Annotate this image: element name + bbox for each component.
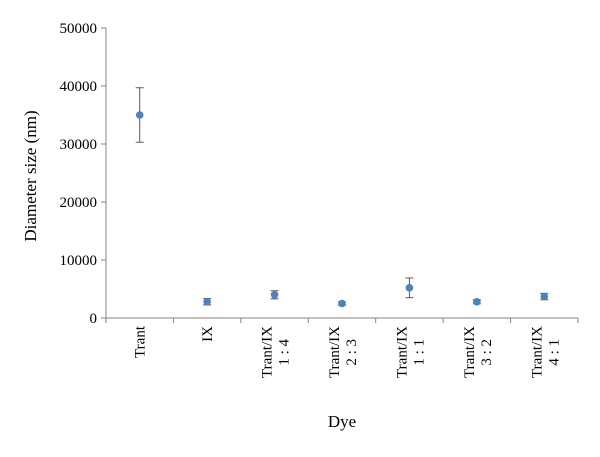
x-tick-label: Trant/IX <box>394 326 410 378</box>
data-point <box>270 291 279 299</box>
y-tick-label: 30000 <box>60 137 98 153</box>
error-bar-layer <box>135 87 549 306</box>
x-tick-label-ratio: 1 : 4 <box>277 339 293 366</box>
data-point <box>203 297 211 306</box>
x-tick-label-ratio: 2 : 3 <box>344 339 360 366</box>
data-point <box>473 297 481 306</box>
y-tick-layer: 0 10000 20000 30000 40000 50000 <box>60 21 106 327</box>
x-tick-label: Trant/IX <box>327 326 343 378</box>
x-tick-label-ratio: 1 : 1 <box>411 339 427 366</box>
y-tick-label: 0 <box>90 311 98 327</box>
data-point <box>338 299 346 308</box>
data-point <box>135 111 144 119</box>
y-tick-label: 50000 <box>60 21 98 37</box>
x-tick-label: IX <box>200 326 216 342</box>
x-axis-label: Dye <box>328 412 356 431</box>
x-tick-label: Trant/IX <box>462 326 478 378</box>
x-tick-label-ratio: 3 : 2 <box>479 339 495 366</box>
x-tick-label: Trant <box>133 325 149 358</box>
y-tick-label: 20000 <box>60 195 98 211</box>
data-point <box>540 292 549 301</box>
data-point <box>405 284 414 292</box>
x-tick-label-ratio: 4 : 1 <box>546 339 562 366</box>
y-tick-label: 10000 <box>60 253 98 269</box>
x-tick-layer: Trant IX Trant/IX 1 : 4 Trant/IX 2 : 3 Trant/I… <box>105 318 579 378</box>
axes-layer <box>105 28 578 319</box>
x-tick-label: Trant/IX <box>529 326 545 378</box>
y-tick-label: 40000 <box>60 79 98 95</box>
data-point-layer <box>135 111 549 308</box>
x-tick-label: Trant/IX <box>260 326 276 378</box>
y-axis-label: Diameter size (nm) <box>21 110 40 241</box>
